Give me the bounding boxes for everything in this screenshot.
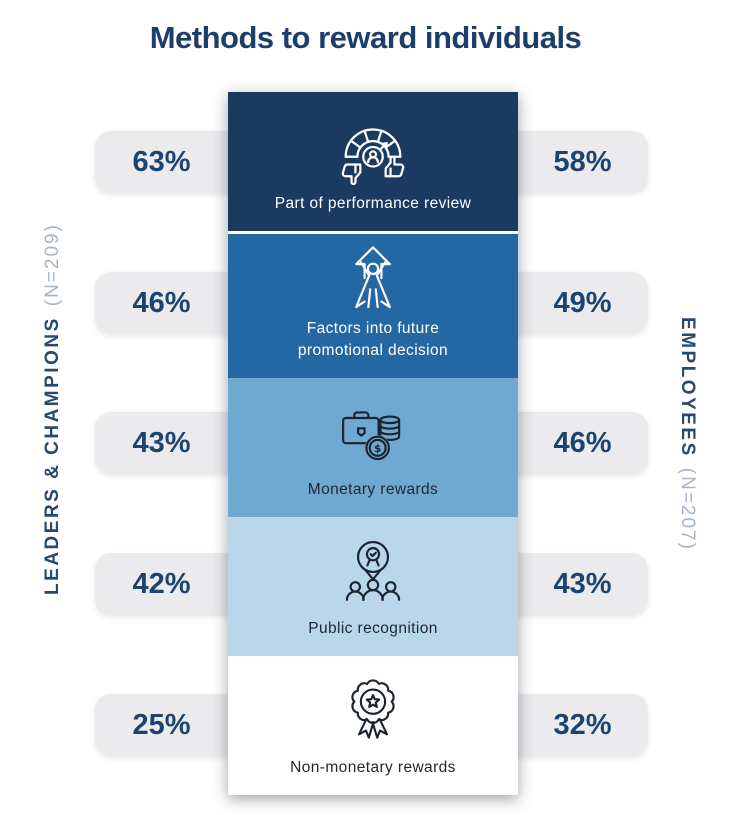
category-card-non-monetary-rewards: Non-monetary rewards — [228, 655, 518, 795]
left-axis-sample-size: (N=209) — [42, 223, 63, 307]
right-axis-group: EMPLOYEES — [677, 317, 698, 458]
left-axis-group: LEADERS & CHAMPIONS — [42, 316, 63, 595]
category-column: Part of performance review Factors into … — [228, 92, 518, 795]
briefcase-coins-icon: $ — [331, 378, 415, 479]
category-label: Factors into future promotional decision — [297, 320, 449, 359]
page-title: Methods to reward individuals — [149, 20, 582, 55]
promotion-arrow-person-icon — [331, 234, 415, 318]
category-label: Non-monetary rewards — [290, 759, 456, 777]
category-card-promotional-decision: Factors into future promotional decision — [228, 234, 518, 378]
rosette-star-icon — [331, 656, 415, 757]
category-label: Public recognition — [308, 620, 438, 638]
performance-gauge-icon — [327, 92, 419, 193]
category-label: Monetary rewards — [307, 481, 439, 498]
right-axis-sample-size: (N=207) — [677, 467, 698, 551]
category-card-performance-review: Part of performance review — [228, 92, 518, 235]
svg-text:$: $ — [374, 443, 381, 455]
category-card-public-recognition: Public recognition — [228, 516, 518, 656]
right-axis-label: EMPLOYEES (N=207) — [667, 204, 707, 664]
left-axis-label: LEADERS & CHAMPIONS (N=209) — [33, 179, 73, 639]
award-speech-bubble-people-icon — [331, 517, 415, 618]
category-card-monetary-rewards: $ Monetary rewards — [228, 377, 518, 517]
category-label: Part of performance review — [274, 195, 472, 213]
